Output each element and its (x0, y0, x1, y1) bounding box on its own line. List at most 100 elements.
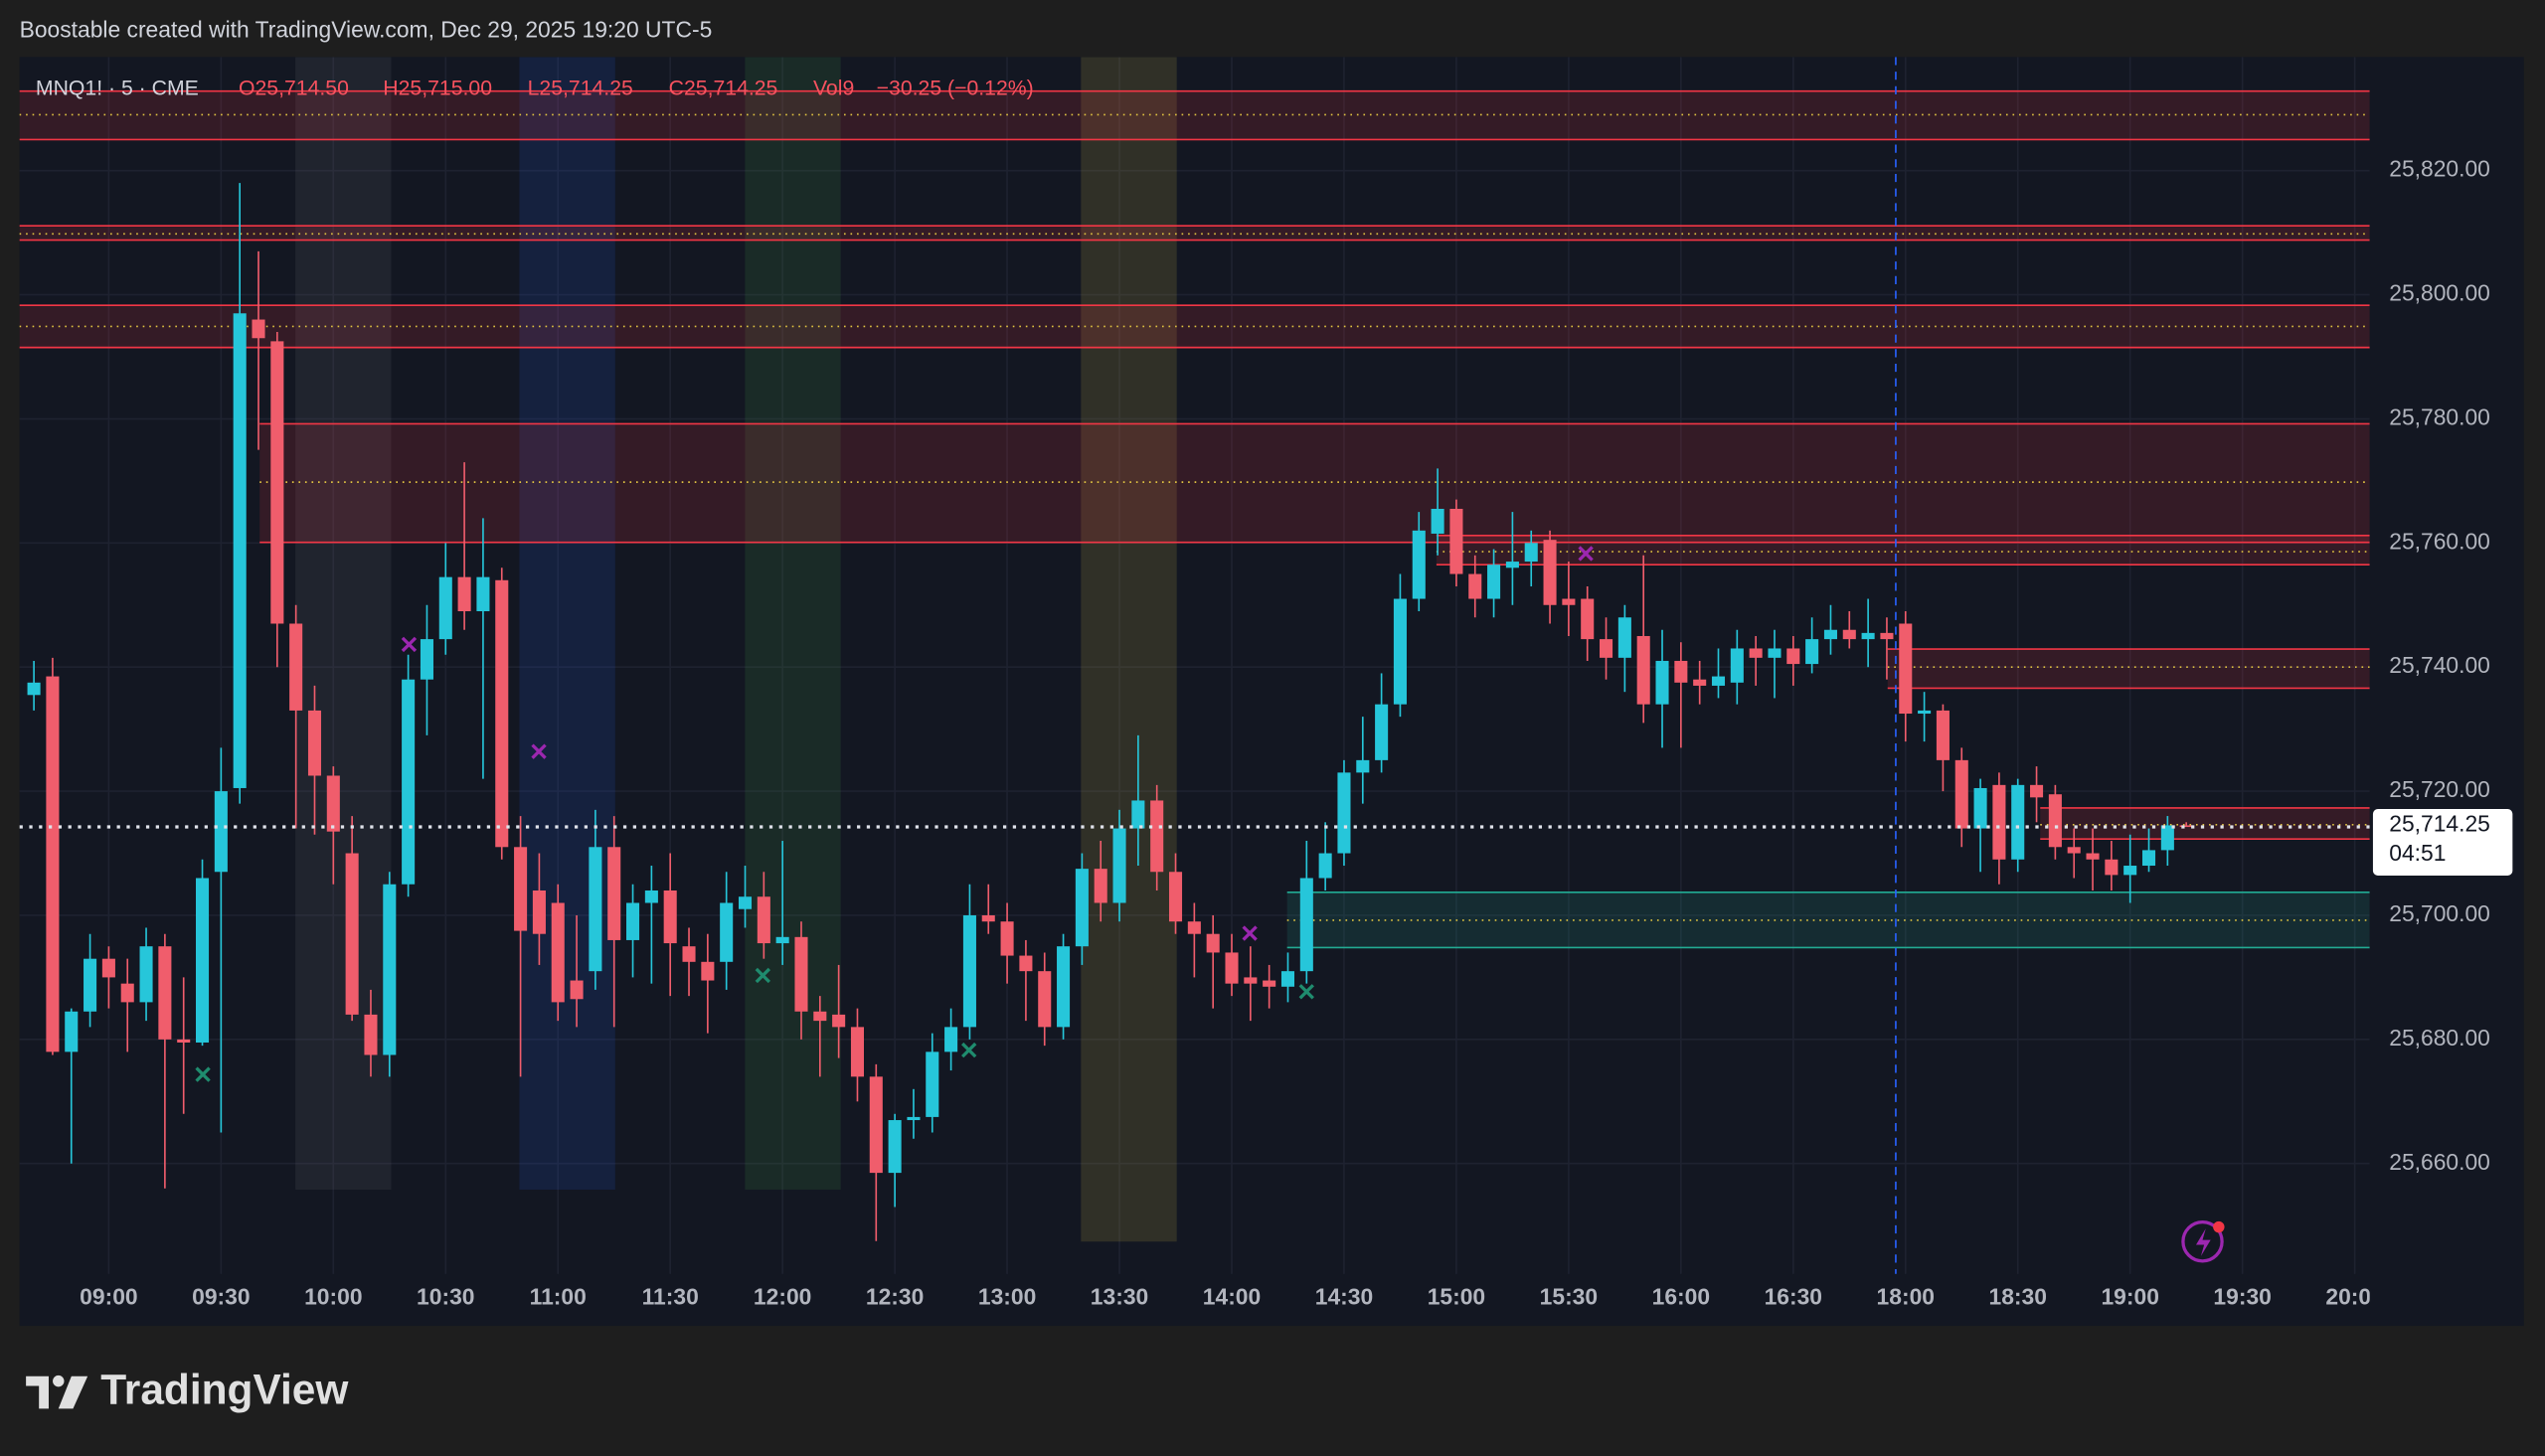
x-tick-label: 10:30 (417, 1283, 474, 1309)
candle-body (850, 1027, 864, 1077)
candle-body (1880, 632, 1894, 640)
candle-body (1749, 648, 1763, 658)
marker (195, 1066, 211, 1082)
candle-body (252, 319, 265, 339)
candle-body (2048, 794, 2062, 848)
brand-name: TradingView (100, 1366, 349, 1412)
candle-body (1019, 955, 1033, 972)
x-tick-label: 11:00 (530, 1283, 587, 1309)
alert-circle[interactable] (2181, 1220, 2224, 1263)
candle-body (1280, 971, 1295, 987)
brand: TradingView (26, 1366, 349, 1412)
candle-body (1617, 617, 1631, 658)
candle-body (1487, 565, 1501, 599)
candle-body (962, 914, 976, 1028)
candle-body (139, 946, 153, 1003)
candle-body (158, 946, 172, 1040)
candle-body (1674, 660, 1688, 683)
candle-body (101, 958, 115, 978)
candle-body (1057, 946, 1071, 1028)
candle-body (495, 579, 509, 848)
x-tick-label: 18:30 (1989, 1283, 2047, 1309)
price-axis: 25,660.00 25,680.00 25,700.00 25,720.00 25,7… (2372, 156, 2513, 1175)
candle-body (233, 313, 247, 788)
candle-body (813, 1011, 827, 1022)
countdown: 04:51 (2389, 840, 2446, 866)
candle-body (195, 878, 210, 1043)
zone-fill (2040, 807, 2370, 840)
session-highlight (745, 57, 841, 1190)
marker (401, 636, 418, 653)
marker (1242, 925, 1258, 941)
candle-body (46, 676, 60, 1052)
zone-fill (19, 226, 2370, 241)
candle-body (1562, 598, 1576, 605)
legend: MNQ1! · 5 · CME O25,714.50 H25,715.00 L2… (36, 78, 1034, 100)
candle-body (1206, 933, 1220, 953)
candle-body (1805, 639, 1819, 665)
candle-body (926, 1052, 939, 1117)
candle-body (1187, 921, 1201, 934)
session-highlight (1081, 57, 1177, 1242)
candle-body (1543, 540, 1557, 605)
y-tick-label: 25,780.00 (2389, 404, 2490, 429)
candle-body (1168, 872, 1183, 922)
candle-body (1356, 759, 1370, 773)
candle-body (1412, 530, 1426, 599)
candle-body (682, 946, 696, 962)
y-tick-label: 25,680.00 (2389, 1025, 2490, 1051)
candle-body (383, 884, 397, 1055)
candle-body (1768, 648, 1782, 658)
candle-body (1730, 648, 1744, 683)
candle-body (1131, 800, 1145, 829)
candle-body (1337, 772, 1351, 854)
candle-body (1449, 508, 1463, 574)
x-tick-label: 19:30 (2213, 1283, 2271, 1309)
x-tick-label: 14:00 (1203, 1283, 1261, 1309)
candle-body (457, 576, 471, 612)
legend-symbol: MNQ1! · 5 · CME (36, 78, 199, 100)
x-tick-label: 19:00 (2101, 1283, 2158, 1309)
candle-body (364, 1014, 378, 1055)
legend-close: C25,714.25 (669, 78, 778, 100)
x-tick-label: 18:00 (1877, 1283, 1935, 1309)
candle-body (2123, 866, 2137, 876)
candle-body (720, 902, 734, 962)
x-tick-label: 14:30 (1315, 1283, 1373, 1309)
logo-mark (58, 1375, 88, 1409)
candle-body (326, 775, 340, 832)
candle-body (1655, 660, 1669, 705)
candle-body (944, 1027, 958, 1052)
y-tick-label: 25,700.00 (2389, 900, 2490, 926)
candle-body (589, 847, 602, 972)
legend-change: −30.25 (−0.12%) (877, 78, 1034, 100)
last-price-label: 25,714.25 (2389, 810, 2490, 836)
zone-fill (259, 423, 2370, 543)
candle-body (907, 1116, 921, 1121)
candle-body (1711, 676, 1726, 686)
candle-body (551, 902, 565, 1003)
candle-body (120, 983, 134, 1003)
candles (27, 183, 2193, 1241)
y-tick-label: 25,720.00 (2389, 776, 2490, 802)
candle-body (1431, 508, 1444, 534)
x-tick-label: 16:30 (1765, 1283, 1822, 1309)
candle-body (1581, 598, 1595, 640)
candle-body (270, 341, 284, 624)
legend-volume: Vol9 (813, 78, 854, 100)
candle-body (2086, 853, 2100, 860)
candle-body (2011, 784, 2025, 860)
alert-icon[interactable] (2181, 1220, 2225, 1263)
chart-pane (19, 57, 2524, 1327)
alert-bolt (2195, 1228, 2211, 1256)
candle-body (794, 936, 808, 1012)
last-price-box (2372, 809, 2513, 876)
time-axis: 09:00 09:30 10:00 10:30 11:00 11:30 12:00 12:30… (80, 1283, 2369, 1309)
candle-body (1000, 921, 1014, 956)
x-tick-label: 13:30 (1091, 1283, 1148, 1309)
candle-body (2160, 825, 2174, 851)
x-tick-label: 16:00 (1652, 1283, 1710, 1309)
marker (1578, 546, 1594, 562)
candle-body (420, 639, 433, 680)
